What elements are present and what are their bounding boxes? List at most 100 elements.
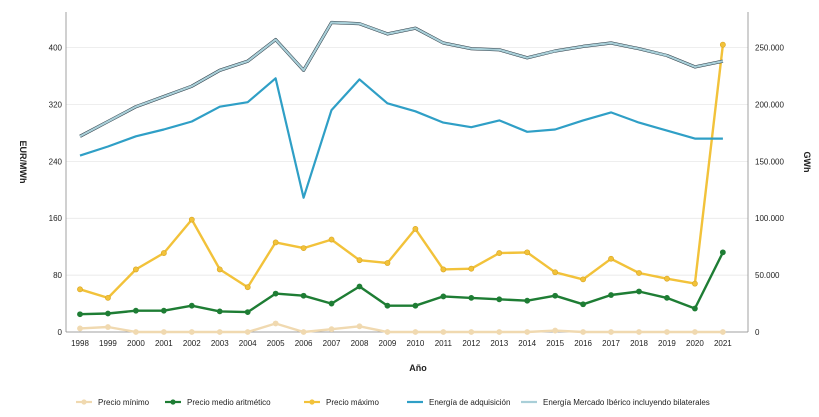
x-tick-label: 2014 <box>518 339 536 348</box>
data-point <box>468 265 475 272</box>
x-tick-label: 2016 <box>574 339 592 348</box>
data-point <box>580 301 586 308</box>
data-point <box>692 329 698 335</box>
data-point <box>636 329 642 335</box>
legend-swatch-marker <box>170 399 176 405</box>
series-line <box>79 77 723 199</box>
data-point <box>384 329 391 335</box>
data-point <box>552 327 559 334</box>
data-point <box>412 225 419 232</box>
data-point <box>132 307 139 314</box>
x-tick-label: 2003 <box>211 339 229 348</box>
series-line <box>79 322 723 334</box>
data-point <box>356 323 363 330</box>
data-point <box>160 250 167 256</box>
series-line <box>79 21 724 138</box>
data-point <box>160 307 167 314</box>
y-axis-left-ticks: 0 80 160 240 320 400 <box>49 44 63 337</box>
data-point <box>468 294 475 301</box>
x-tick-label: 2000 <box>127 339 145 348</box>
data-point <box>328 236 335 243</box>
series-line-shadow <box>79 20 724 138</box>
x-tick-label: 2011 <box>435 339 453 348</box>
data-point <box>105 310 111 317</box>
y-right-tick-label: 100.000 <box>755 214 784 223</box>
y-right-tick-label: 150.000 <box>755 157 784 166</box>
y-left-tick-label: 240 <box>49 157 63 166</box>
data-point <box>552 292 559 299</box>
y-right-tick-label: 200.000 <box>755 100 784 109</box>
x-tick-label: 2007 <box>323 339 341 348</box>
legend-label: Precio medio aritmético <box>187 398 271 407</box>
data-point <box>384 302 391 309</box>
data-point <box>244 309 251 315</box>
data-point <box>468 329 475 335</box>
x-tick-label: 2018 <box>630 339 648 348</box>
data-point <box>719 249 726 256</box>
data-point <box>692 280 698 287</box>
data-point <box>216 308 223 315</box>
data-point <box>580 329 586 335</box>
data-point <box>608 329 614 335</box>
x-tick-label: 2020 <box>686 339 704 348</box>
data-point <box>244 329 251 335</box>
data-point <box>272 320 279 327</box>
data-point <box>272 290 279 297</box>
data-point <box>440 293 447 300</box>
series-line <box>79 251 724 316</box>
data-point <box>300 245 307 251</box>
data-point <box>132 266 139 273</box>
series-lines <box>77 20 726 335</box>
data-point <box>77 311 83 318</box>
y-left-tick-label: 320 <box>49 100 63 109</box>
data-point <box>356 283 363 290</box>
data-point <box>608 292 614 298</box>
x-tick-label: 2021 <box>714 339 732 348</box>
data-point <box>188 302 195 309</box>
data-point <box>77 325 83 332</box>
data-point <box>496 250 503 256</box>
data-point <box>692 305 698 312</box>
data-point <box>412 329 419 335</box>
y-axis-left-title: EUR/MWh <box>18 141 28 184</box>
x-tick-label: 2001 <box>155 339 173 348</box>
legend-label: Energía de adquisición <box>429 398 510 407</box>
series-line <box>79 44 725 300</box>
data-point <box>188 216 195 223</box>
data-point <box>328 326 335 333</box>
gridlines <box>66 47 748 333</box>
data-point <box>440 329 447 335</box>
x-tick-label: 2005 <box>267 339 285 348</box>
data-point <box>384 260 391 266</box>
data-point <box>524 297 531 304</box>
data-point <box>160 329 167 335</box>
data-point <box>356 257 363 264</box>
data-point <box>580 276 586 283</box>
data-point <box>440 266 447 273</box>
data-point <box>664 275 670 282</box>
data-point <box>608 255 614 262</box>
data-point <box>496 296 503 303</box>
data-point <box>636 270 642 276</box>
legend-label: Precio mínimo <box>98 398 150 407</box>
legend-swatch-marker <box>309 399 315 405</box>
data-point <box>664 329 670 335</box>
data-point <box>719 41 726 48</box>
x-tick-label: 2015 <box>546 339 564 348</box>
data-point <box>77 286 83 293</box>
y-right-tick-label: 0 <box>755 328 760 337</box>
data-point <box>552 269 559 276</box>
data-point <box>636 288 642 295</box>
data-point <box>328 300 335 307</box>
x-tick-label: 2009 <box>379 339 397 348</box>
x-axis-ticks: 1998 1999 2000 2001 2002 2003 2004 2005 2006 2007… <box>71 339 732 348</box>
data-point <box>524 249 531 256</box>
y-left-tick-label: 0 <box>58 328 63 337</box>
x-tick-label: 1999 <box>99 339 117 348</box>
data-point <box>272 239 279 246</box>
data-point <box>188 329 195 335</box>
legend: Precio mínimo Precio medio aritmético Prec… <box>76 398 710 407</box>
x-tick-label: 2002 <box>183 339 201 348</box>
y-axis-right-title: GWh <box>802 152 812 173</box>
